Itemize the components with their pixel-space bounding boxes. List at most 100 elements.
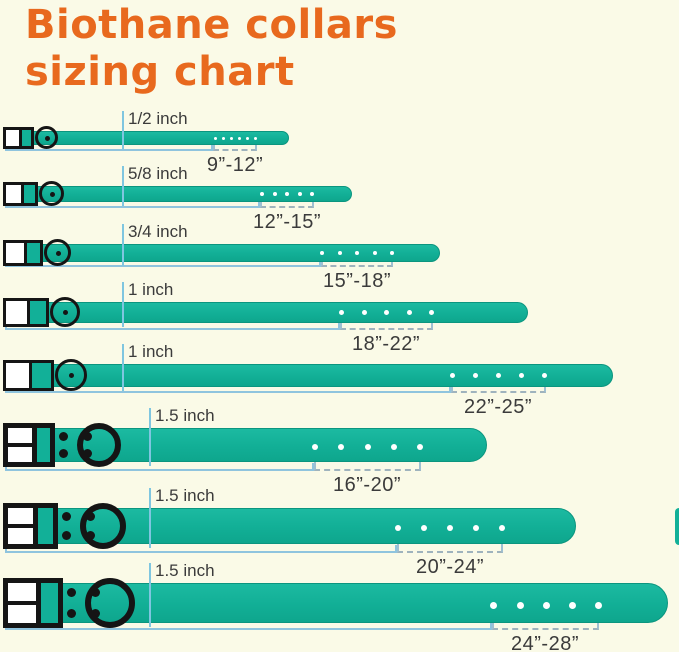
width-label: 1.5 inch — [155, 486, 215, 505]
measure-bracket-dashed — [340, 318, 433, 330]
size-range-label: 15”-18” — [323, 270, 391, 292]
hole-dot — [489, 601, 497, 609]
hole-dot — [516, 601, 524, 609]
hole-dot — [472, 372, 478, 378]
buckle-frame — [3, 578, 63, 628]
hole-dot — [428, 309, 434, 315]
width-label: 1/2 inch — [128, 109, 188, 128]
width-tick — [149, 488, 151, 548]
width-tick — [149, 408, 151, 466]
buckle-pin-icon — [49, 191, 55, 197]
buckle-pin-icon — [44, 135, 50, 141]
buckle-strap-fill — [22, 130, 31, 146]
hole-dot — [253, 136, 257, 140]
width-tick — [122, 344, 124, 391]
hole-dot — [406, 309, 412, 315]
buckle-prong — [21, 185, 25, 203]
measure-bracket-dashed — [397, 541, 503, 553]
buckle-frame — [3, 240, 43, 266]
buckle-frame — [3, 503, 58, 549]
measure-bracket-dashed — [213, 139, 257, 151]
buckle-prong — [26, 301, 30, 324]
hole-dot — [373, 251, 377, 255]
width-tick — [122, 166, 124, 206]
hole-dot — [237, 136, 241, 140]
hole-dot — [391, 444, 397, 450]
buckle-frame — [3, 423, 55, 467]
o-ring-icon — [50, 297, 80, 327]
size-range-label: 24”-28” — [511, 633, 579, 652]
measure-bracket-dashed — [451, 381, 546, 393]
buckle-strap-fill — [38, 508, 53, 544]
buckle-frame — [3, 298, 49, 327]
rivet-dot — [61, 512, 71, 522]
hole-dot — [320, 251, 324, 255]
hole-dot — [312, 444, 318, 450]
d-ring-icon — [85, 578, 135, 628]
hole-dot — [355, 251, 359, 255]
hole-dot — [568, 601, 576, 609]
hole-dot — [298, 192, 302, 196]
hole-dot — [421, 525, 427, 531]
buckle-prong — [33, 508, 39, 544]
size-range-label: 16”-20” — [333, 474, 401, 496]
buckle-strap-fill — [41, 583, 58, 623]
buckle-strap-fill — [36, 428, 50, 462]
hole-dot — [473, 525, 479, 531]
collar-strap — [4, 302, 528, 323]
buckle-prong — [29, 363, 33, 388]
hole-dot — [447, 525, 453, 531]
buckle-pin-icon — [63, 310, 68, 315]
cropped-strap-fragment — [675, 508, 679, 545]
hole-dot — [542, 601, 550, 609]
rivet-dot — [66, 608, 76, 618]
width-label: 3/4 inch — [128, 222, 188, 241]
hole-dot — [417, 444, 423, 450]
measure-bracket-dashed — [260, 196, 314, 208]
buckle-strap-fill — [32, 363, 51, 388]
hole-dot — [518, 372, 524, 378]
hole-dot — [594, 601, 602, 609]
d-ring-icon — [80, 503, 126, 549]
hole-dot — [213, 136, 217, 140]
hole-dot — [260, 192, 264, 196]
hole-dot — [273, 192, 277, 196]
size-range-label: 18”-22” — [352, 333, 420, 355]
hole-dot — [365, 444, 371, 450]
buckle-strap-fill — [26, 243, 40, 263]
measure-bracket-solid — [5, 463, 314, 471]
hole-dot — [449, 372, 455, 378]
hole-dot — [361, 309, 367, 315]
hole-dot — [541, 372, 547, 378]
hole-dot — [338, 309, 344, 315]
size-range-label: 22”-25” — [464, 396, 532, 418]
width-label: 1.5 inch — [155, 561, 215, 580]
hole-dot — [499, 525, 505, 531]
width-label: 1.5 inch — [155, 406, 215, 425]
width-tick — [149, 563, 151, 627]
o-ring-icon — [44, 239, 71, 266]
rivet-dot — [58, 449, 68, 459]
hole-dot — [245, 136, 249, 140]
width-tick — [122, 111, 124, 149]
width-tick — [122, 282, 124, 327]
measure-bracket-dashed — [314, 459, 421, 471]
width-label: 1 inch — [128, 342, 174, 361]
width-label: 5/8 inch — [128, 164, 188, 183]
buckle-prong — [23, 243, 27, 263]
hole-dot — [310, 192, 314, 196]
buckle-center-bar — [8, 443, 32, 447]
buckle-frame — [3, 182, 38, 206]
hole-dot — [285, 192, 289, 196]
hole-dot — [229, 136, 233, 140]
page-title: Biothane collars sizing chart — [25, 2, 398, 96]
width-label: 1 inch — [128, 280, 174, 299]
hole-dot — [390, 251, 394, 255]
